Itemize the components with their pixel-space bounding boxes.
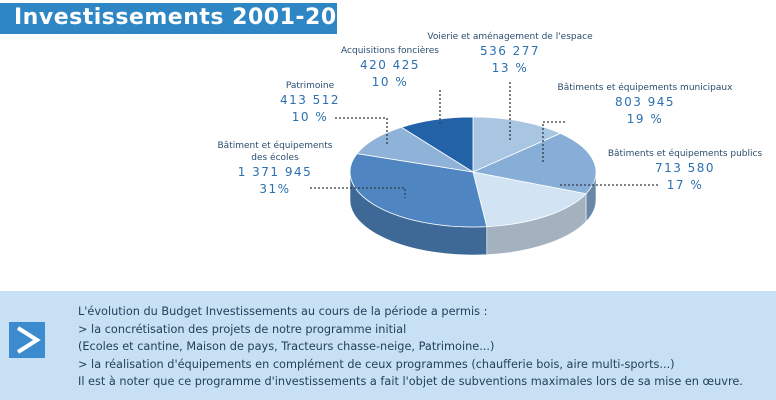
leader-line-5	[310, 187, 406, 198]
pie-slice-4	[356, 126, 474, 173]
slice-value: 713 580	[654, 161, 716, 175]
slice-name: Acquisitions foncières	[341, 46, 439, 56]
pie-slice-1	[471, 132, 597, 195]
slice-percent: 10 %	[371, 75, 409, 89]
slice-name: Bâtiments et équipements municipaux	[557, 83, 733, 93]
summary-line-4: > la réalisation d'équipements en complé…	[78, 357, 675, 371]
pie-slice-0	[472, 116, 562, 173]
leader-lines	[310, 82, 658, 198]
slice-percent: 19 %	[626, 112, 664, 126]
slice-value: 420 425	[359, 58, 421, 72]
label-voierie: Voierie et aménagement de l'espace 536 2…	[415, 31, 605, 77]
pie-slice-5	[400, 116, 474, 173]
summary-line-1: L'évolution du Budget Investissements au…	[78, 305, 488, 318]
slice-percent: 13 %	[491, 61, 529, 75]
arrow-badge	[9, 322, 45, 358]
slice-value: 1 371 945	[237, 165, 313, 179]
slice-percent: 10 %	[291, 110, 329, 124]
pie-slice-3	[349, 153, 488, 228]
slice-name: Patrimoine	[285, 81, 335, 91]
summary-line-2: > la concrétisation des projets de notre…	[78, 322, 407, 336]
summary-line-3: (Ecoles et cantine, Maison de pays, Trac…	[78, 340, 495, 353]
summary-text: L'évolution du Budget Investissements au…	[78, 303, 743, 391]
pie-chart	[310, 82, 658, 256]
label-municipaux: Bâtiments et équipements municipaux 803 …	[545, 82, 745, 128]
label-acquisitions: Acquisitions foncières 420 425 10 %	[330, 45, 450, 91]
page-title: Investissements 2001-2005	[14, 5, 369, 30]
slice-value: 413 512	[279, 93, 341, 107]
pie-slice-2	[472, 171, 587, 228]
slice-name: Voierie et aménagement de l'espace	[427, 32, 593, 42]
slice-value: 803 945	[614, 95, 676, 109]
slice-percent: 31%	[259, 182, 291, 196]
leader-line-3	[335, 117, 388, 145]
label-publics: Bâtiments et équipements publics 713 580…	[600, 148, 770, 194]
label-patrimoine: Patrimoine 413 512 10 %	[260, 80, 360, 126]
slice-name-line-2: des écoles	[251, 153, 299, 163]
pie-top	[349, 116, 597, 228]
slice-name: Bâtiments et équipements publics	[607, 149, 763, 159]
summary-line-5: Il est à noter que ce programme d'invest…	[78, 375, 743, 388]
title-bar: Investissements 2001-2005	[0, 3, 368, 34]
chevron-right-icon	[16, 326, 41, 354]
label-ecoles: Bâtiment et équipements des écoles 1 371…	[200, 140, 350, 198]
slice-value: 536 277	[479, 44, 541, 58]
leader-line-2	[542, 121, 565, 162]
slice-name-line-1: Bâtiment et équipements	[217, 141, 333, 151]
summary-panel: L'évolution du Budget Investissements au…	[0, 291, 776, 400]
slice-percent: 17 %	[666, 178, 704, 192]
